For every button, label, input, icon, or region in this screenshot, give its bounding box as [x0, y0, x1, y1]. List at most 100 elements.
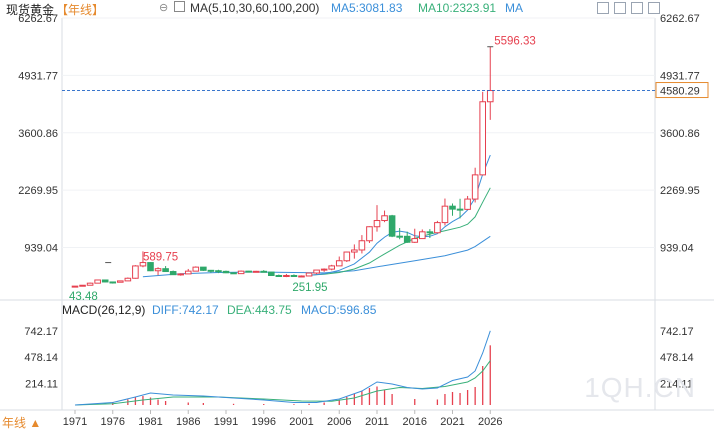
candle-up [139, 262, 147, 267]
candle-down [388, 215, 396, 237]
candle-up [373, 220, 381, 228]
candle-down [275, 274, 283, 277]
x-tick-label: 2001 [289, 416, 313, 428]
candle-down [169, 271, 177, 276]
candle-up [86, 282, 94, 286]
y-tick-label-right: 6262.67 [660, 13, 700, 25]
x-tick-label: 1991 [214, 416, 238, 428]
y-tick-label-right: 939.04 [660, 243, 694, 255]
candle-up [132, 265, 139, 279]
candle-up [237, 270, 245, 275]
candle-down [207, 269, 215, 272]
ma5-line [308, 154, 491, 276]
candle-down [222, 270, 230, 274]
candle-down [403, 235, 411, 243]
ma-chart-icon [174, 1, 185, 12]
y-tick-label-left: 2269.95 [18, 185, 58, 197]
candle-up [313, 269, 320, 274]
x-tick-label: 1971 [63, 416, 87, 428]
candle-up [479, 101, 486, 176]
candle-up [252, 270, 260, 273]
ma10-value: MA10:2323.91 [418, 1, 497, 15]
minimize-icon[interactable] [614, 2, 626, 14]
candle-up [192, 266, 200, 272]
period-label[interactable]: 【年线】 [56, 3, 105, 17]
high-price-label: 5596.33 [494, 36, 536, 48]
candle-up [184, 270, 192, 275]
x-tick-label: 1976 [101, 416, 125, 428]
close-icon[interactable] [648, 2, 660, 14]
period-switch-button[interactable]: 年线 ▲ [2, 416, 42, 430]
y-tick-label-right: 4931.77 [660, 70, 700, 82]
candle-down [109, 281, 117, 284]
candle-up [298, 275, 305, 278]
candle-down [230, 272, 237, 275]
candle-up [305, 272, 313, 277]
collapse-icon[interactable]: ⊖ [159, 2, 169, 14]
diff-line [74, 330, 491, 406]
peak-1980-label: 589.75 [143, 252, 178, 264]
candle-down [245, 270, 252, 273]
macd-y-tick-label-right: 742.17 [660, 326, 694, 338]
candle-up [154, 268, 162, 272]
macd-header: MACD(26,12,9) DIFF:742.17 DEA:443.75 MAC… [0, 302, 600, 318]
y-tick-label-left: 939.04 [24, 243, 58, 255]
candle-up [94, 279, 101, 284]
dea-value: DEA:443.75 [227, 303, 292, 317]
candle-down [396, 235, 403, 238]
candle-down [260, 270, 268, 273]
maximize-icon[interactable] [631, 2, 643, 14]
symbol-name: 现货黄金 [6, 3, 55, 17]
candle-up [486, 90, 494, 103]
candle-up [441, 205, 449, 224]
candle-up [328, 265, 335, 270]
macd-y-tick-label-right: 478.14 [660, 352, 694, 364]
current-price-tag [655, 82, 709, 99]
candle-down [290, 274, 298, 277]
candle-down [215, 270, 222, 273]
candle-up [419, 231, 426, 240]
ma-settings-label[interactable]: MA(5,10,30,60,100,200) [190, 1, 320, 15]
candle-up [283, 274, 290, 277]
y-tick-label-right: 3600.86 [660, 128, 700, 140]
x-tick-label: 1986 [176, 416, 200, 428]
diff-value: DIFF:742.17 [152, 303, 219, 317]
candle-up [71, 285, 79, 288]
grid-icon[interactable] [597, 2, 609, 14]
macd-y-tick-label-left: 742.17 [24, 326, 58, 338]
ma5-value: MA5:3081.83 [331, 1, 403, 15]
candle-down [162, 268, 169, 273]
x-tick-label: 2011 [365, 416, 389, 428]
candle-up [358, 240, 366, 251]
ma-more-value: MA [505, 1, 523, 15]
candle-up [320, 268, 328, 271]
candle-up [381, 215, 388, 222]
current-price-label: 4580.29 [660, 86, 700, 98]
x-tick-label: 1996 [252, 416, 276, 428]
candle-up [117, 280, 124, 283]
candle-up [464, 198, 471, 210]
x-tick-label: 2006 [327, 416, 351, 428]
candle-up [351, 249, 358, 253]
dea-line [74, 360, 491, 406]
y-tick-label-left: 3600.86 [18, 128, 58, 140]
candle-down [268, 271, 275, 276]
candle-down [426, 231, 434, 234]
macd-settings-label[interactable]: MACD(26,12,9) [62, 303, 146, 317]
candle-up [434, 222, 441, 234]
x-tick-label: 2026 [478, 416, 502, 428]
candle-up [366, 226, 373, 242]
macd-y-tick-label-left: 478.14 [24, 352, 58, 364]
macd-y-tick-label-right: 214.11 [660, 379, 693, 391]
candle-up [124, 277, 132, 282]
chart-header: 现货黄金 【年线】 ⊖ MA(5,10,30,60,100,200) MA5:3… [0, 0, 714, 17]
x-tick-label: 1981 [138, 416, 162, 428]
candle-up [177, 273, 184, 276]
candle-up [471, 174, 479, 200]
candle-up [79, 284, 86, 287]
x-tick-label: 2016 [403, 416, 427, 428]
candle-up [411, 238, 419, 243]
macd-value: MACD:596.85 [301, 303, 377, 317]
macd-y-tick-label-left: 214.11 [25, 379, 58, 391]
